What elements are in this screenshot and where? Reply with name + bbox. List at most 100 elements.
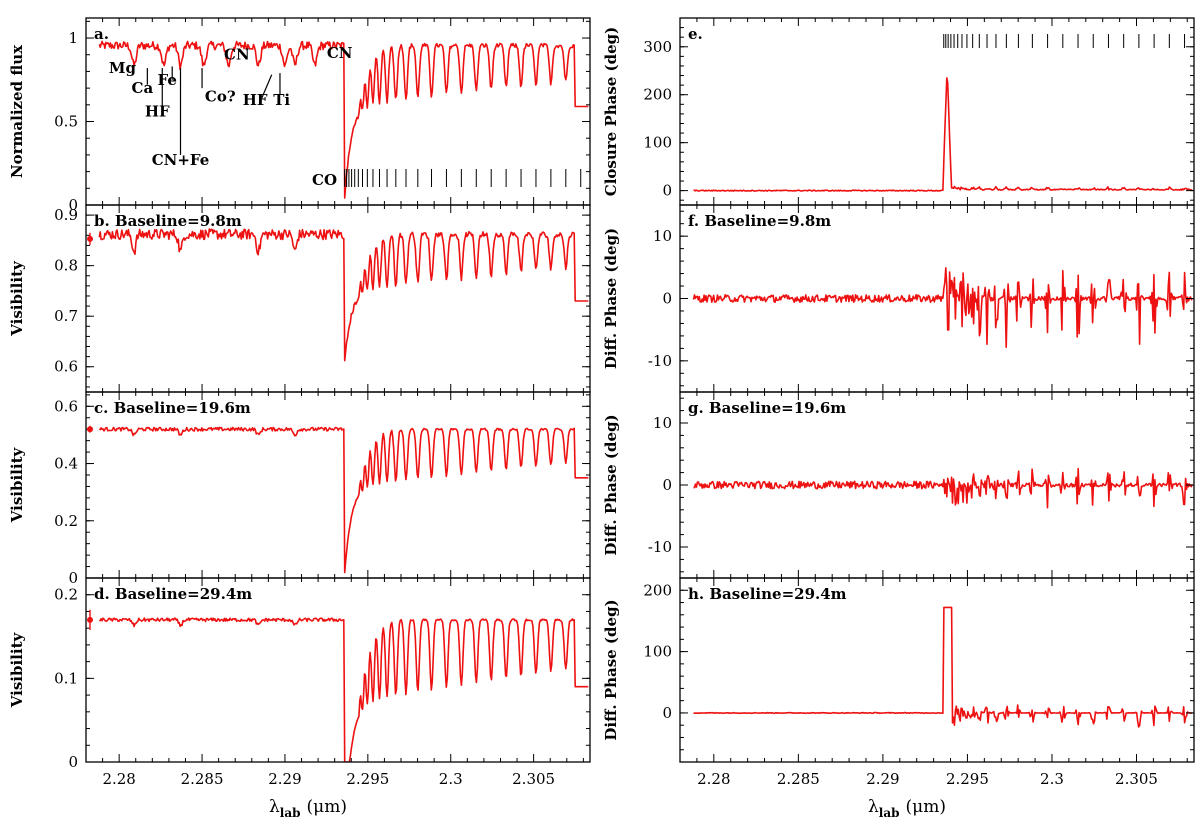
y-tick-label: 1 xyxy=(68,29,78,47)
line-annotation: CN xyxy=(327,44,353,62)
frame-e xyxy=(679,17,1195,206)
error-point xyxy=(87,616,93,623)
x-tick-label: 2.28 xyxy=(697,770,730,788)
y-tick-label: 0 xyxy=(662,290,672,308)
panel-a: 0 0.5 1 Normalized flux a. CO Mg Ca Fe HF CN+Fe Co?… xyxy=(8,17,591,214)
y-tick-label: 10 xyxy=(653,227,672,245)
series-line-b xyxy=(98,228,589,362)
y-tick-label: 0.1 xyxy=(54,669,78,687)
y-tick-label: 0 xyxy=(662,476,672,494)
x-tick-label: 2.295 xyxy=(946,770,989,788)
series-line-g xyxy=(693,467,1194,509)
y-axis-label: Normalized flux xyxy=(8,44,26,178)
y-axis-label: Diff. Phase (deg) xyxy=(602,228,620,369)
y-tick-label: 0.4 xyxy=(54,455,78,473)
line-annotation: Mg xyxy=(109,59,137,77)
series-line-d xyxy=(99,617,589,762)
error-point xyxy=(87,426,93,433)
y-tick-label: 0.9 xyxy=(54,206,78,224)
line-annotation: CN+Fe xyxy=(152,151,210,169)
y-tick-label: 0.2 xyxy=(54,586,78,604)
y-axis-label: Visibility xyxy=(8,260,26,337)
series-line-c xyxy=(98,426,589,574)
y-tick-label: 0.8 xyxy=(54,257,78,275)
x-axis-label-main: λ xyxy=(868,797,879,817)
y-axis-label: Closure Phase (deg) xyxy=(602,27,620,197)
y-tick-label: 0 xyxy=(662,704,672,722)
line-annotation: HF xyxy=(243,91,268,109)
x-axis-label-sub: lab xyxy=(879,806,900,820)
x-tick-label: 2.295 xyxy=(346,770,389,788)
x-tick-label: 2.3 xyxy=(439,770,463,788)
y-tick-label: 100 xyxy=(643,134,672,152)
x-axis-label: λlab (μm) xyxy=(868,797,946,820)
panel-label: f. Baseline=9.8m xyxy=(688,212,831,230)
y-tick-label: 0 xyxy=(68,753,78,771)
x-axis-label-main: λ xyxy=(269,797,280,817)
series-line-e xyxy=(693,77,1193,192)
x-axis-label-unit: (μm) xyxy=(906,797,946,817)
y-tick-label: 0 xyxy=(68,569,78,587)
panel-label: b. Baseline=9.8m xyxy=(94,212,242,230)
panel-label: e. xyxy=(688,25,703,43)
annotation-leader xyxy=(261,74,273,99)
y-axis-label: Diff. Phase (deg) xyxy=(602,414,620,555)
line-annotation: Co? xyxy=(205,87,236,105)
frame-h xyxy=(679,577,1195,763)
co-marker-group-top xyxy=(943,34,1186,48)
error-point xyxy=(87,235,93,242)
y-tick-label: 100 xyxy=(643,643,672,661)
x-axis-label-unit: (μm) xyxy=(307,797,347,817)
line-annotation: HF xyxy=(145,103,170,121)
y-axis-label: Diff. Phase (deg) xyxy=(602,599,620,740)
panel-label: d. Baseline=29.4m xyxy=(94,585,252,603)
frame-c xyxy=(85,391,591,579)
line-annotation: Ti xyxy=(273,91,290,109)
y-tick-label: 300 xyxy=(643,38,672,56)
y-tick-label: 10 xyxy=(653,414,672,432)
frame-d xyxy=(85,577,591,763)
co-label: CO xyxy=(312,171,337,189)
x-axis-label-sub: lab xyxy=(280,806,301,820)
y-tick-label: 0.6 xyxy=(54,358,78,376)
panel-label: a. xyxy=(94,25,109,43)
panel-h: 0 100 200 Diff. Phase (deg) h. Baseline=29.4… xyxy=(602,577,1195,820)
x-tick-label: 2.28 xyxy=(102,770,135,788)
y-tick-label: 0.5 xyxy=(54,113,78,131)
panel-g: -10 0 10 Diff. Phase (deg) g. Baseline=19.6m xyxy=(602,391,1195,579)
y-tick-label: 0.6 xyxy=(54,397,78,415)
x-tick-label: 2.285 xyxy=(181,770,224,788)
panel-f: -10 0 10 Diff. Phase (deg) f. Baseline=9.8m xyxy=(602,204,1195,393)
panel-label: g. Baseline=19.6m xyxy=(688,399,846,417)
y-tick-label: -10 xyxy=(648,352,672,370)
x-tick-label: 2.29 xyxy=(866,770,899,788)
y-tick-label: -10 xyxy=(648,538,672,556)
panel-label: c. Baseline=19.6m xyxy=(94,399,251,417)
series-line-f xyxy=(692,267,1193,348)
line-annotation: Fe xyxy=(158,71,177,89)
y-tick-label: 0.7 xyxy=(54,307,78,325)
panel-b: 0.6 0.7 0.8 0.9 Visibility b. Baseline=9.8m xyxy=(8,204,591,393)
y-tick-label: 0.2 xyxy=(54,512,78,530)
x-axis-label: λlab (μm) xyxy=(269,797,347,820)
line-annotation: Ca xyxy=(132,79,154,97)
y-tick-label: 0 xyxy=(68,196,78,214)
co-marker-group xyxy=(344,169,582,187)
x-tick-label: 2.305 xyxy=(1115,770,1158,788)
series-line-a xyxy=(98,40,589,199)
y-tick-label: 200 xyxy=(643,86,672,104)
y-axis-label: Visibility xyxy=(8,446,26,523)
y-tick-label: 0 xyxy=(662,182,672,200)
x-tick-label: 2.285 xyxy=(777,770,820,788)
x-tick-label: 2.3 xyxy=(1040,770,1064,788)
y-tick-label: 200 xyxy=(643,581,672,599)
line-annotation: CN xyxy=(224,46,250,64)
series-line-h xyxy=(693,606,1193,728)
x-tick-label: 2.305 xyxy=(512,770,555,788)
y-axis-label: Visibility xyxy=(8,631,26,708)
panel-c: 0 0.2 0.4 0.6 Visibility c. Baseline=19.6m xyxy=(8,391,591,587)
panel-d: 0 0.1 0.2 Visibility d. Baseline=29.4m 2.28 2.… xyxy=(8,577,591,820)
panel-e: 0 100 200 300 Closure Phase (deg) e. xyxy=(602,17,1195,206)
panel-label: h. Baseline=29.4m xyxy=(688,585,847,603)
